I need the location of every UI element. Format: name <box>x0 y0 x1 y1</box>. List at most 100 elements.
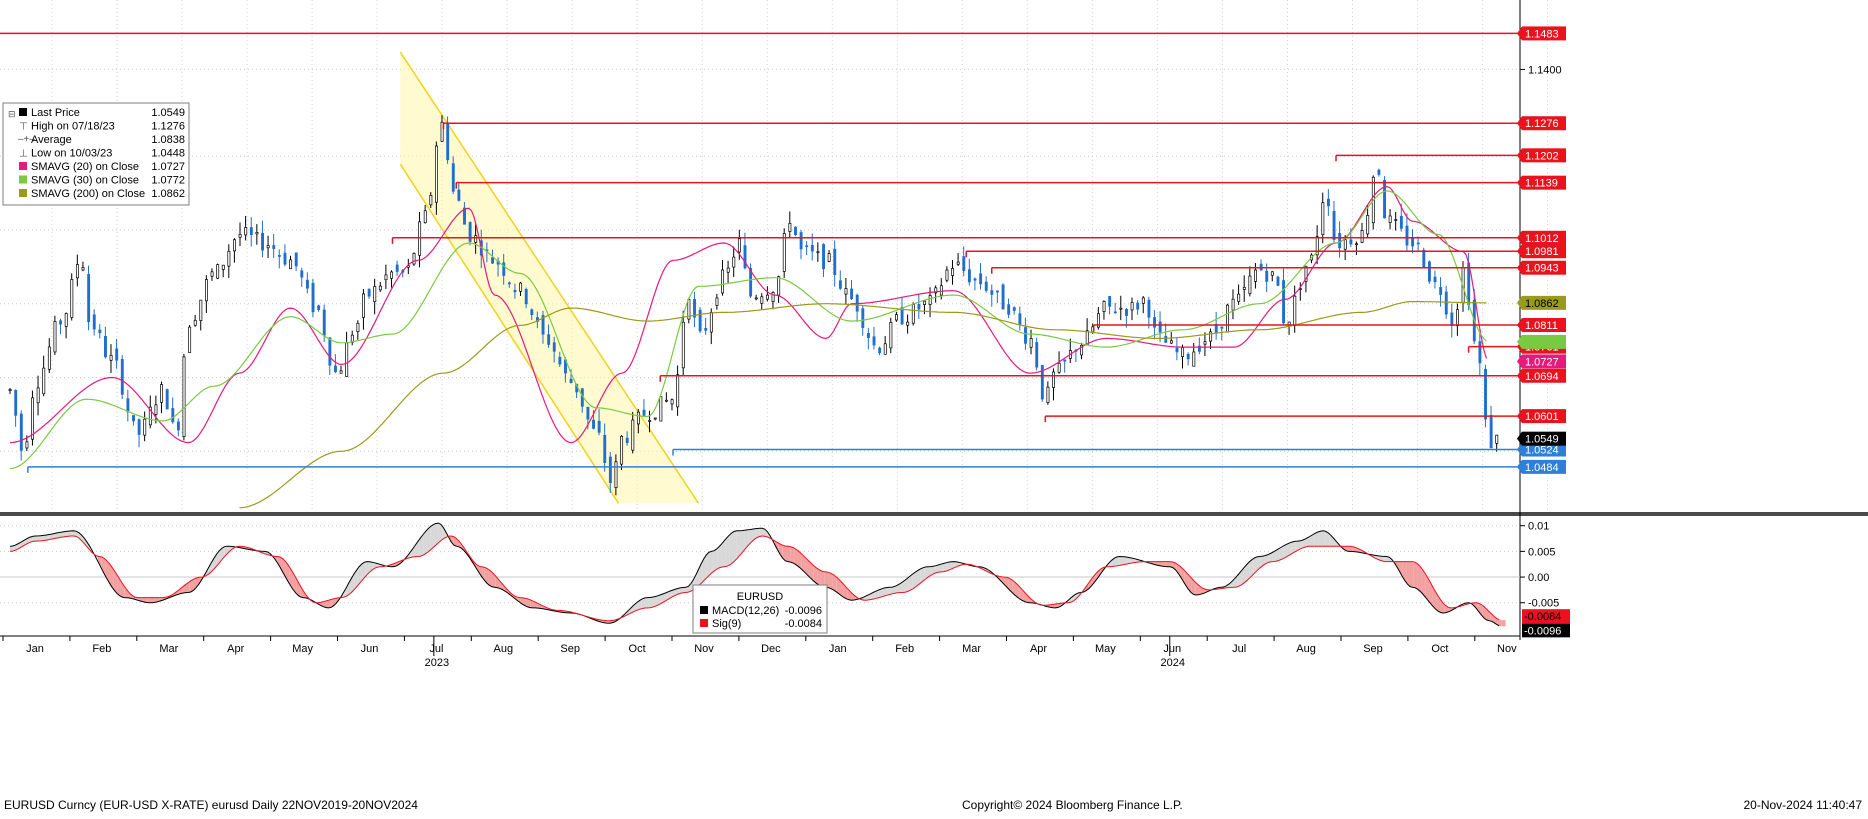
macd-fill <box>1234 574 1238 588</box>
x-month-label-4: May <box>292 643 313 655</box>
macd-fill <box>457 539 462 549</box>
macd-fill <box>1302 538 1307 548</box>
candle-body <box>962 256 966 272</box>
candle-body <box>822 244 826 270</box>
candle-body <box>1052 371 1056 388</box>
macd-fill <box>641 597 645 609</box>
candle-body <box>1405 225 1409 246</box>
candle-body <box>833 248 837 275</box>
macd-fill <box>1054 603 1059 608</box>
candle-body <box>1377 169 1381 175</box>
macd-fill <box>633 602 638 612</box>
macd-fill <box>1119 556 1124 566</box>
legend-label-3: Low on 10/03/23 <box>31 148 112 160</box>
candle-body <box>423 210 427 223</box>
candle-body <box>1108 296 1112 307</box>
candle-body <box>732 256 736 268</box>
macd-fill <box>499 580 504 591</box>
macd-fill <box>1497 619 1502 627</box>
candle-body <box>1439 287 1443 295</box>
macd-fill <box>1260 555 1265 568</box>
macd-fill <box>1161 561 1166 567</box>
macd-fill <box>530 599 535 608</box>
macd-fill <box>1176 563 1181 577</box>
candle-body <box>266 245 270 249</box>
level-tag-12-label: 1.0484 <box>1525 462 1559 474</box>
candle-body <box>339 370 343 374</box>
candle-body <box>502 262 506 276</box>
macd-fill <box>1406 561 1410 587</box>
candle-body <box>221 264 225 270</box>
level-tag-1-box <box>1522 116 1566 131</box>
macd-fill <box>1425 573 1430 602</box>
candle-body <box>782 233 786 272</box>
candle-body <box>681 321 685 369</box>
macd-fill <box>702 555 707 583</box>
macd-fill <box>1180 566 1185 584</box>
ma-tag-2-box <box>1522 354 1566 369</box>
macd-fill <box>300 586 305 598</box>
main-panel-bg <box>0 0 1520 512</box>
candle-body <box>850 288 854 300</box>
candle-body <box>1315 236 1319 256</box>
candle-body <box>1355 243 1358 246</box>
candle-body <box>1057 362 1061 373</box>
candle-body <box>59 320 63 325</box>
macd-fill <box>155 597 160 603</box>
macd-fill <box>1050 604 1055 608</box>
macd-fill <box>732 530 737 563</box>
candle-body <box>911 304 915 324</box>
candle-body <box>233 239 236 252</box>
macd-fill <box>526 598 531 608</box>
x-month-label-3: Apr <box>227 643 244 655</box>
macd-tag-label-1: -0.0084 <box>1524 611 1561 623</box>
candle-body <box>844 288 848 295</box>
ma-tag-1-box <box>1522 334 1566 349</box>
macd-fill <box>1000 576 1005 585</box>
candle-body <box>541 315 545 335</box>
macd-fill <box>1348 546 1353 552</box>
candle-body <box>771 292 775 302</box>
macd-fill <box>327 599 332 608</box>
candle-body <box>603 434 607 463</box>
macd-fill <box>667 590 672 600</box>
candle-body <box>1136 302 1140 310</box>
level-tag-4-label: 1.1012 <box>1525 233 1559 245</box>
macd-fill <box>947 561 951 571</box>
x-month-label-20: Sep <box>1363 643 1383 655</box>
candle-body <box>31 397 34 440</box>
macd-legend-label-0: MACD(12,26) <box>712 605 779 617</box>
macd-fill <box>1008 577 1013 593</box>
candle-body <box>979 273 983 285</box>
macd-fill <box>1096 569 1101 580</box>
candle-body <box>216 264 220 279</box>
candle-body <box>524 289 528 305</box>
ma-tag-0-label: 1.0862 <box>1525 298 1559 310</box>
macd-fill <box>713 548 718 572</box>
macd-fill <box>882 587 886 597</box>
candle-body <box>906 321 910 326</box>
level-tag-9-label: 1.0694 <box>1525 371 1559 383</box>
macd-fill <box>885 587 890 596</box>
candle-body <box>137 419 141 435</box>
candle-body <box>1164 335 1168 343</box>
macd-fill <box>52 533 56 540</box>
legend-label-4: SMAVG (20) on Close <box>31 161 139 173</box>
candle-body <box>1007 304 1011 315</box>
macd-fill <box>78 532 83 542</box>
macd-fill <box>897 582 902 593</box>
macd-fill <box>901 580 906 593</box>
macd-fill <box>32 535 37 542</box>
macd-fill <box>289 566 294 590</box>
candle-body <box>1326 198 1330 207</box>
candle-body <box>665 399 668 402</box>
level-tag-10-box <box>1522 409 1566 424</box>
legend-value-6: 1.0862 <box>151 188 185 200</box>
candle-body <box>1024 327 1027 344</box>
macd-fill <box>113 569 118 594</box>
macd-fill <box>488 569 492 587</box>
macd-fill <box>518 597 523 605</box>
macd-fill <box>1333 538 1338 547</box>
